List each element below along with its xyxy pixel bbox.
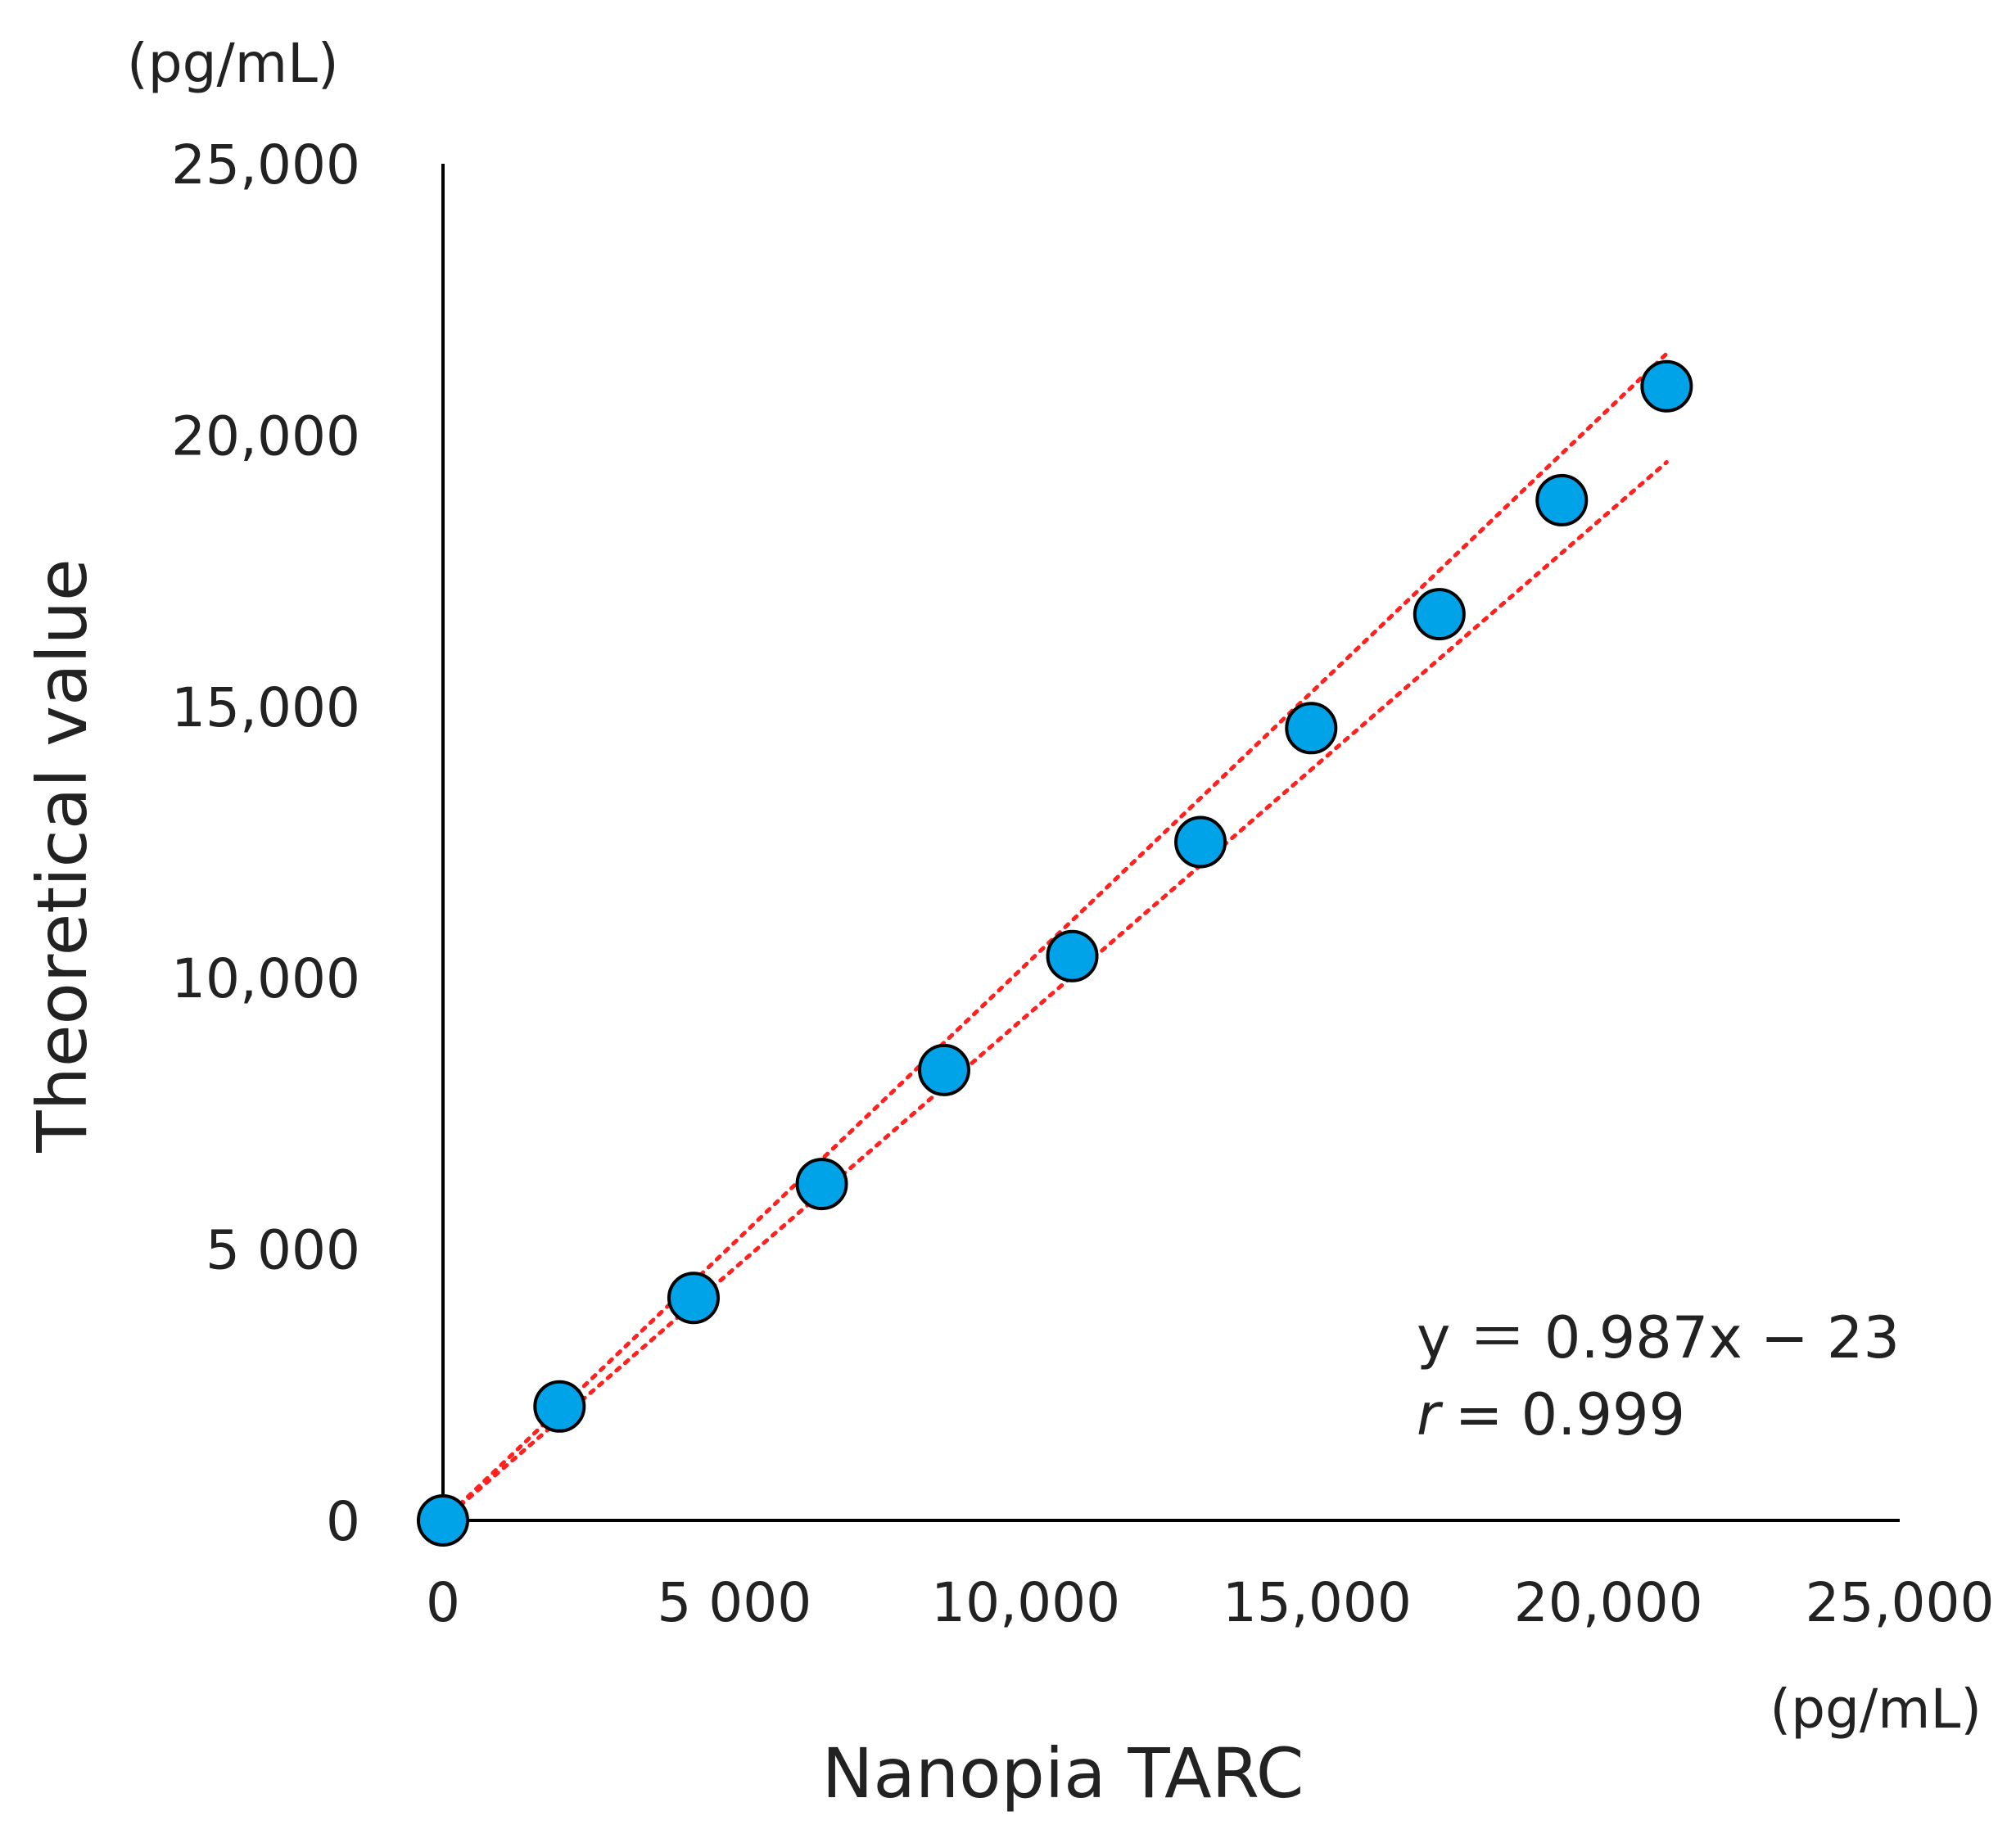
x-tick-label: 0 (426, 1571, 460, 1634)
y-tick-label: 25,000 (171, 133, 360, 196)
x-tick-label: 10,000 (931, 1571, 1120, 1634)
y-tick-label: 15,000 (171, 676, 360, 739)
axes (441, 164, 1900, 1522)
r-value: = 0.999 (1455, 1381, 1685, 1448)
data-point (1535, 473, 1589, 526)
regression-equation: y ＝ 0.987x − 23 (1417, 1304, 1900, 1371)
data-point (533, 1380, 586, 1433)
y-axis-title: Theoretical value (22, 558, 102, 1153)
x-tick-label: 15,000 (1223, 1571, 1412, 1634)
y-tick-label: 5 000 (206, 1219, 360, 1282)
data-point (917, 1043, 970, 1096)
x-axis-title: Nanopia TARC (822, 1733, 1304, 1814)
data-point (1174, 815, 1227, 869)
data-point (667, 1272, 720, 1325)
data-points (417, 359, 1693, 1547)
upper-bound-line (441, 351, 1669, 1523)
x-unit-label: (pg/mL) (1770, 1678, 1982, 1741)
bound-lines (441, 351, 1669, 1523)
r-symbol: r (1417, 1381, 1444, 1448)
data-point (1413, 588, 1466, 641)
y-tick-label: 20,000 (171, 404, 360, 468)
x-tick-label: 25,000 (1806, 1571, 1995, 1634)
data-point (795, 1158, 848, 1211)
correlation-text: r = 0.999 (1417, 1381, 1685, 1448)
lower-bound-line (441, 460, 1669, 1523)
data-point (1285, 702, 1338, 755)
data-point (1640, 359, 1693, 413)
y-tick-label: 0 (326, 1490, 360, 1553)
x-tick-label: 5 000 (657, 1571, 811, 1634)
y-tick-labels: 0 5 000 10,000 15,000 20,000 25,000 (171, 133, 360, 1553)
x-tick-labels: 0 5 000 10,000 15,000 20,000 25,000 (426, 1571, 1994, 1634)
x-tick-label: 20,000 (1514, 1571, 1703, 1634)
y-unit-label: (pg/mL) (127, 32, 339, 95)
data-point (417, 1494, 469, 1547)
data-point (1046, 929, 1099, 982)
y-tick-label: 10,000 (171, 947, 360, 1010)
